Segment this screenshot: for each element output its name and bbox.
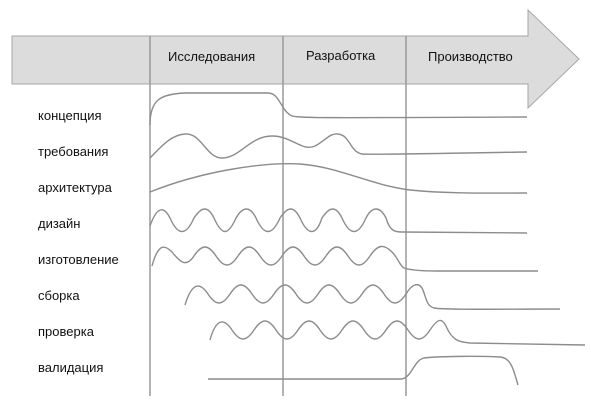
- row-label-manufacturing: изготовление: [38, 252, 119, 267]
- curve-design: [149, 208, 528, 234]
- curve-manufacturing: [151, 245, 538, 272]
- phase-label-production: Производство: [428, 49, 513, 64]
- curve-architecture: [149, 163, 528, 194]
- row-label-verification: проверка: [38, 324, 94, 339]
- phase-label-research: Исследования: [168, 49, 256, 64]
- phase-label-development: Разработка: [306, 48, 376, 63]
- row-label-architecture: архитектура: [38, 180, 112, 195]
- row-label-concept: концепция: [38, 108, 102, 123]
- row-label-validation: валидация: [38, 360, 104, 375]
- curve-validation: [208, 355, 519, 386]
- row-label-requirements: требования: [38, 144, 109, 159]
- curve-requirements: [149, 133, 528, 159]
- curve-assembly: [184, 283, 561, 310]
- phase-arrow: [11, 8, 580, 110]
- curve-concept: [149, 92, 528, 126]
- row-label-design: дизайн: [38, 216, 81, 231]
- curve-verification: [209, 319, 586, 346]
- row-label-assembly: сборка: [38, 288, 80, 303]
